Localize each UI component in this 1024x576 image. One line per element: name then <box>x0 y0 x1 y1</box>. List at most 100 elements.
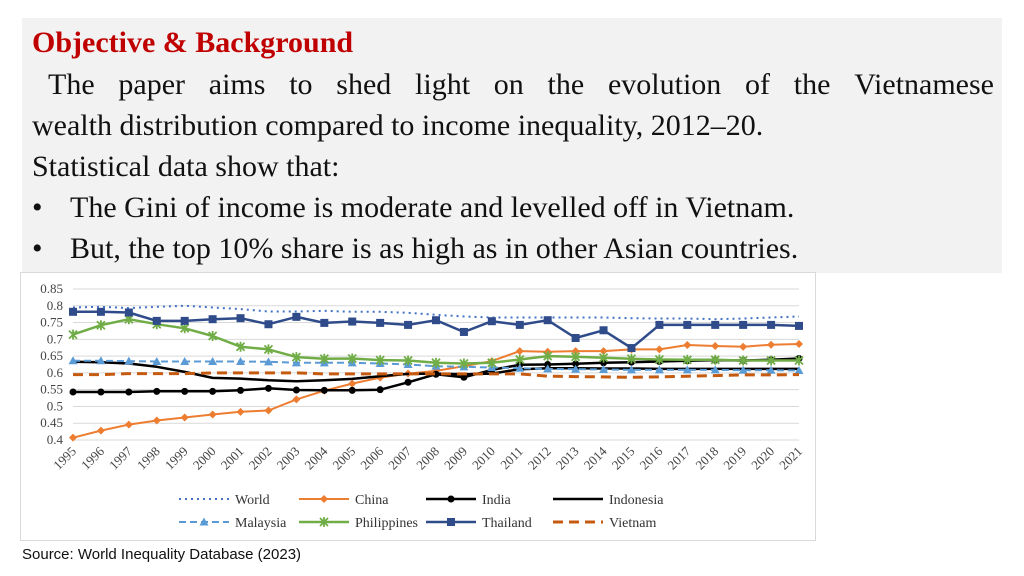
data-point <box>543 364 553 373</box>
legend-label: Malaysia <box>235 516 287 531</box>
data-point <box>515 347 524 356</box>
data-point <box>766 365 776 374</box>
y-tick-label: 0.55 <box>40 382 63 397</box>
paragraph-word: on <box>493 68 524 101</box>
legend-marker <box>320 495 328 503</box>
data-point <box>68 356 78 365</box>
data-point <box>711 342 720 351</box>
data-point <box>319 353 329 364</box>
slide-title: Objective & Background <box>32 26 354 59</box>
x-tick-label: 2006 <box>357 443 386 472</box>
paragraph-word: the <box>547 68 585 101</box>
data-point <box>207 330 218 341</box>
legend-label: Philippines <box>355 516 418 531</box>
x-tick-label: 1998 <box>134 444 163 473</box>
data-point <box>152 416 161 425</box>
data-point <box>404 378 412 386</box>
y-tick-label: 0.65 <box>40 348 63 363</box>
x-tick-label: 2014 <box>581 443 610 472</box>
data-point <box>97 388 105 396</box>
data-point <box>152 356 162 365</box>
data-point <box>739 342 748 351</box>
data-point <box>208 356 218 365</box>
data-point <box>347 353 357 364</box>
x-tick-label: 2010 <box>469 444 498 473</box>
y-tick-label: 0.75 <box>40 315 63 330</box>
data-point <box>208 315 217 324</box>
data-point <box>235 341 246 352</box>
paragraph-line-2: wealth distribution compared to income i… <box>32 109 764 142</box>
y-tick-label: 0.7 <box>47 331 64 346</box>
x-tick-label: 1996 <box>78 443 107 472</box>
paragraph-word: evolution <box>607 68 722 101</box>
x-tick-label: 2017 <box>664 443 693 472</box>
legend-marker <box>447 495 455 503</box>
data-point <box>236 356 246 365</box>
data-point <box>152 316 161 325</box>
data-point <box>654 354 665 365</box>
data-point <box>682 365 692 374</box>
data-point <box>766 355 776 366</box>
data-point <box>96 356 106 365</box>
legend-label: Vietnam <box>609 516 656 531</box>
data-point <box>515 354 525 365</box>
data-point <box>767 320 776 329</box>
series-line-vietnam <box>73 371 800 379</box>
data-point <box>487 317 496 326</box>
data-point <box>515 320 524 329</box>
x-tick-label: 2000 <box>190 444 219 473</box>
paragraph-word: to <box>289 68 313 101</box>
data-point <box>237 386 245 394</box>
x-tick-label: 2013 <box>553 444 582 473</box>
data-point <box>795 321 803 330</box>
x-tick-label: 2019 <box>720 444 749 473</box>
paragraph-word: aims <box>208 68 266 101</box>
data-point <box>180 323 190 334</box>
data-point <box>600 359 608 367</box>
x-tick-label: 2002 <box>246 444 275 473</box>
data-point <box>683 341 692 350</box>
paragraph-word: Vietnamese <box>854 68 994 101</box>
data-point <box>739 320 748 329</box>
data-point <box>376 318 385 327</box>
data-point <box>96 320 106 331</box>
legend-label: Thailand <box>482 516 532 531</box>
data-point <box>264 384 272 392</box>
legend-label: World <box>235 493 270 508</box>
data-point <box>598 352 609 363</box>
y-tick-label: 0.85 <box>40 281 63 296</box>
y-tick-label: 0.45 <box>40 415 63 430</box>
data-point <box>432 316 440 325</box>
paragraph-word: paper <box>118 68 186 101</box>
data-point <box>794 355 804 366</box>
data-point <box>626 365 636 374</box>
x-tick-label: 2021 <box>776 444 805 473</box>
data-point <box>710 354 720 365</box>
data-point <box>570 351 581 362</box>
legend-marker <box>199 517 209 526</box>
data-point <box>291 358 301 367</box>
paragraph-line-1: The paper aims to shed light on the evolution of t… <box>32 68 994 102</box>
data-point <box>68 329 78 340</box>
chart-frame: 0.4 0.45 0.5 0.55 0.6 0.65 0.7 0.75 0.8 0.85 1995 1… <box>20 272 816 541</box>
data-point <box>375 355 385 366</box>
legend-label: Indonesia <box>609 493 664 508</box>
data-point <box>515 363 525 372</box>
legend-label: China <box>355 493 389 508</box>
legend-marker <box>447 518 455 526</box>
data-point <box>236 314 245 323</box>
data-point <box>96 426 105 435</box>
x-tick-label: 1997 <box>106 443 135 472</box>
data-point <box>571 364 581 373</box>
series-line-world <box>72 304 800 321</box>
data-point <box>124 308 133 317</box>
data-point <box>180 413 189 422</box>
data-point <box>124 356 134 365</box>
line-chart: 0.40.450.50.550.60.650.70.750.80.8519951… <box>40 281 805 531</box>
data-point <box>263 344 274 355</box>
bullet-icon: • <box>32 191 43 224</box>
data-point <box>459 358 469 369</box>
data-point <box>682 354 692 365</box>
data-point <box>599 326 608 335</box>
data-point <box>655 320 664 329</box>
